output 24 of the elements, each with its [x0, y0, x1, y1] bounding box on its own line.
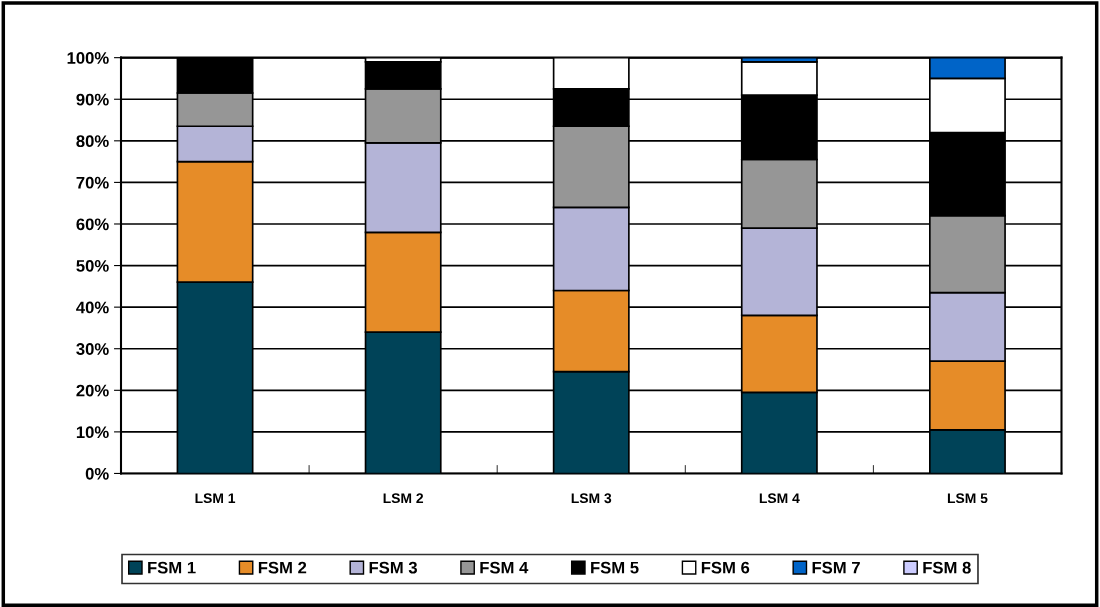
legend-label: FSM 6 [701, 561, 750, 574]
y-tick-label: 90% [76, 93, 109, 106]
y-tick-label: 30% [76, 343, 109, 355]
y-tick-label: 50% [76, 259, 109, 272]
x-tick-label: LSM 4 [759, 493, 800, 504]
x-tick-label: LSM 2 [383, 493, 424, 504]
y-tick-label: 80% [76, 135, 109, 148]
legend-label: FSM 3 [369, 561, 417, 574]
y-tick-label: 60% [76, 218, 109, 231]
x-tick-label: LSM 3 [571, 493, 612, 504]
legend-label: FSM 5 [591, 561, 639, 574]
y-tick-label: 40% [76, 301, 109, 314]
y-tick-label: 10% [76, 426, 109, 439]
y-tick-label: 100% [67, 52, 109, 64]
y-tick-label: 70% [76, 176, 109, 189]
legend-label: FSM 1 [148, 561, 196, 574]
x-tick-label: LSM 1 [195, 493, 236, 504]
x-tick-label: LSM 5 [947, 493, 988, 504]
legend-label: FSM 8 [923, 561, 971, 574]
y-tick-label: 20% [76, 384, 109, 397]
legend-label: FSM 7 [812, 561, 860, 574]
legend-label: FSM 2 [258, 561, 307, 574]
legend-label: FSM 4 [480, 561, 529, 574]
y-tick-label: 0% [85, 467, 109, 480]
